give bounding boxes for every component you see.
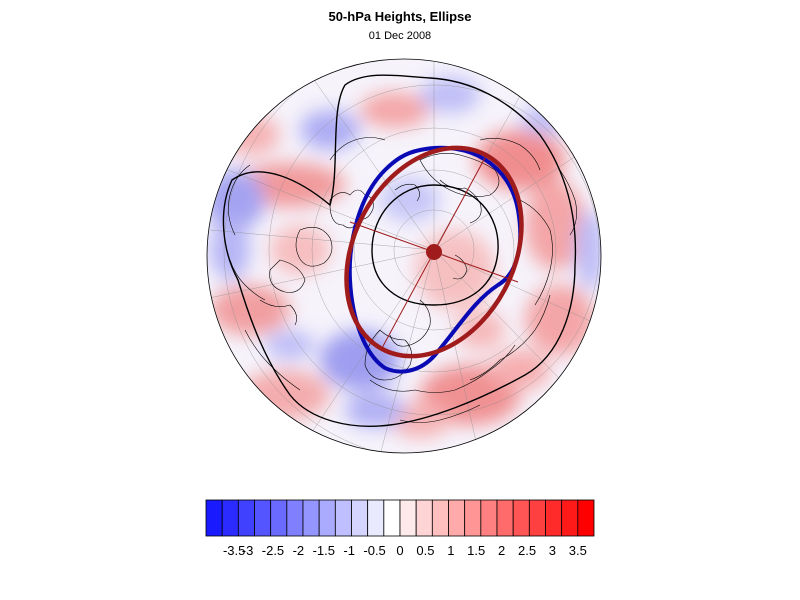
colorbar-swatch xyxy=(480,499,498,537)
colorbar-swatch xyxy=(577,499,595,537)
colorbar-tick-label: -3 xyxy=(242,543,254,558)
colorbar-swatch xyxy=(383,499,401,537)
colorbar-tick-label: -2 xyxy=(293,543,305,558)
colorbar-swatch xyxy=(448,499,466,537)
height-contours xyxy=(222,74,577,427)
colorbar-tick-label: -3.5 xyxy=(223,543,245,558)
globe-border xyxy=(206,58,602,454)
colorbar-swatch xyxy=(221,499,239,537)
colorbar-tick-label: 3.5 xyxy=(569,543,587,558)
colorbar-swatch xyxy=(431,499,449,537)
chart-title: 50-hPa Heights, Ellipse xyxy=(328,9,472,24)
colorbar-swatch xyxy=(318,499,336,537)
colorbar-swatch xyxy=(254,499,272,537)
colorbar-swatch xyxy=(496,499,514,537)
ellipse-center-marker xyxy=(426,244,442,260)
colorbar-tick-label: 3 xyxy=(549,543,556,558)
colorbar-swatch xyxy=(302,499,320,537)
colorbar-tick-label: -1 xyxy=(343,543,355,558)
colorbar-swatch xyxy=(512,499,530,537)
fitted-ellipse xyxy=(344,145,524,359)
colorbar-swatch xyxy=(286,499,304,537)
coastlines xyxy=(228,137,577,423)
colorbar-swatch xyxy=(270,499,288,537)
colorbar-swatch xyxy=(545,499,563,537)
colorbar-tick-label: 1 xyxy=(447,543,454,558)
colorbar-swatch xyxy=(334,499,352,537)
colorbar-tick-label: -1.5 xyxy=(313,543,335,558)
colorbar-swatch xyxy=(351,499,369,537)
colorbar-swatch xyxy=(528,499,546,537)
colorbar-swatch xyxy=(367,499,385,537)
colorbar-swatch xyxy=(205,499,223,537)
vortex-contour xyxy=(347,145,523,374)
colorbar-tick-label: 2.5 xyxy=(518,543,536,558)
colorbar-swatch xyxy=(415,499,433,537)
colorbar-swatch xyxy=(561,499,579,537)
chart-date: 01 Dec 2008 xyxy=(368,30,432,42)
colorbar-tick-label: -2.5 xyxy=(262,543,284,558)
colorbar-tick-label: -0.5 xyxy=(363,543,385,558)
colorbar-tick-label: 0 xyxy=(396,543,403,558)
colorbar-swatch xyxy=(464,499,482,537)
colorbar-swatch xyxy=(399,499,417,537)
colorbar-swatch xyxy=(237,499,255,537)
colorbar-tick-label: 1.5 xyxy=(467,543,485,558)
colorbar-tick-label: 2 xyxy=(498,543,505,558)
colorbar-tick-label: 0.5 xyxy=(416,543,434,558)
